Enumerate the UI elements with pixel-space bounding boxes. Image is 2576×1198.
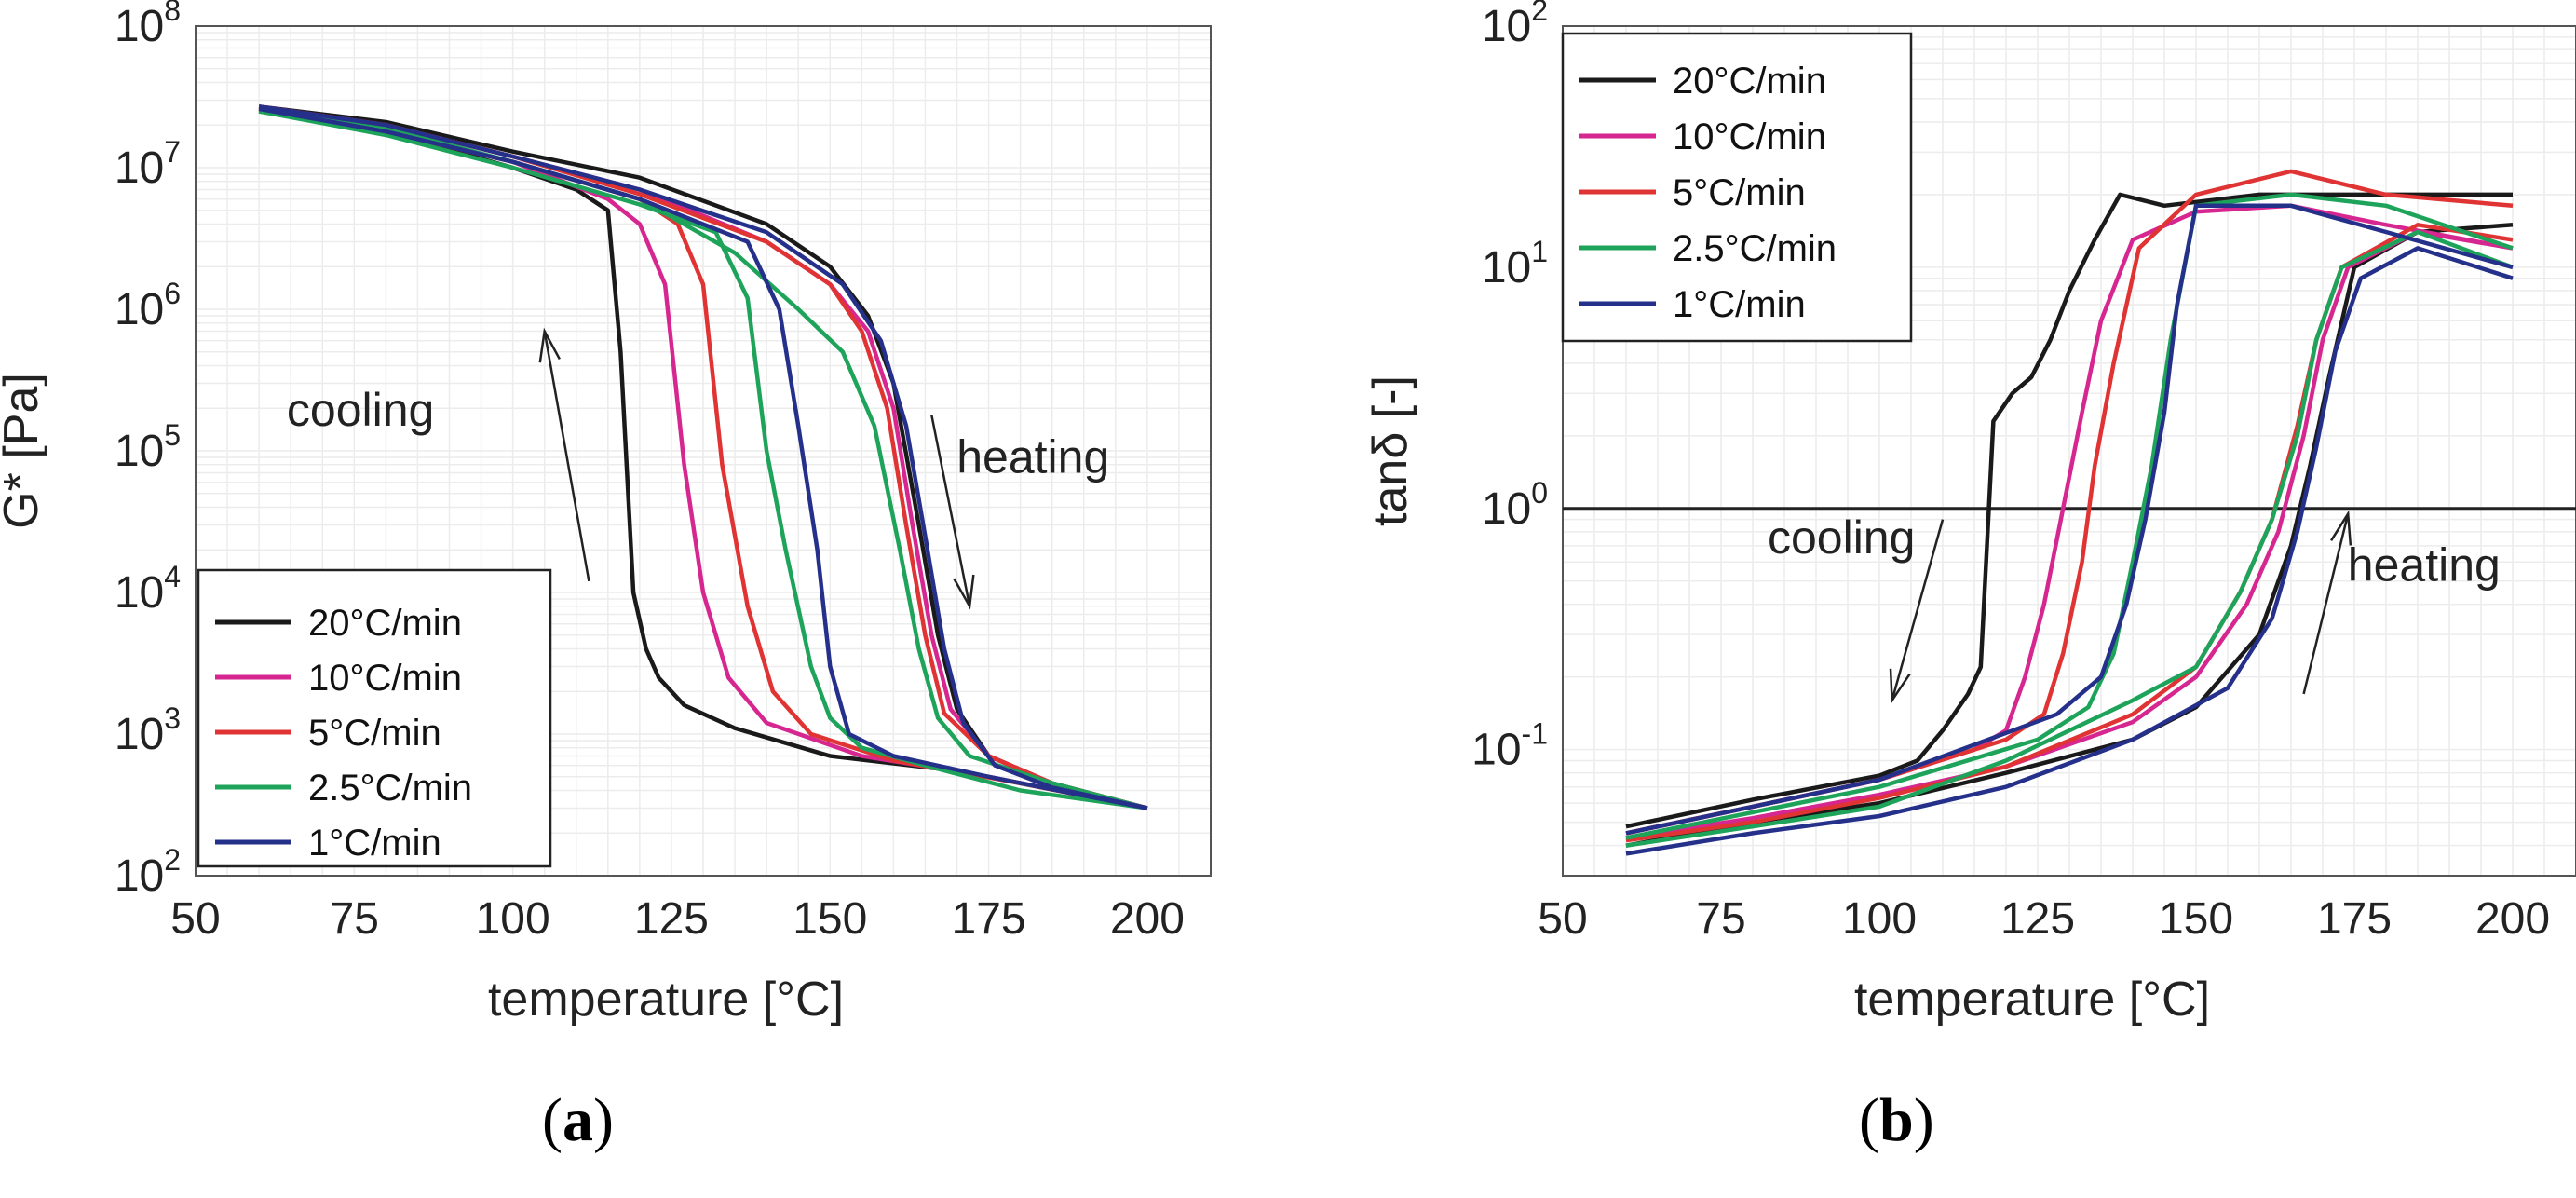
- panel-a-legend-box: [197, 568, 552, 868]
- panel-b-annotation-cooling-arrowhead: [1889, 668, 1911, 704]
- panel-a-x-tick-label: 100: [476, 894, 550, 944]
- panel-a-x-tick-label: 75: [330, 894, 379, 944]
- panel-b-x-tick-label: 50: [1538, 894, 1587, 944]
- panel-b-y-tick-label: 101: [1482, 235, 1548, 293]
- panel-b-x-tick-label: 200: [2475, 894, 2550, 944]
- panel-b-plot-frame: [1562, 25, 2576, 877]
- panel-a-series-1-c-min-heating-line: [258, 104, 1148, 810]
- panel-b-legend: 20°C/min 10°C/min 5°C/min 2.5°C/min 1°C/min: [1561, 32, 1913, 343]
- panel-b-x-tick-label: 125: [2000, 894, 2075, 944]
- panel-a-y-tick-label: 102: [115, 843, 181, 901]
- panel-b-legend-label-10-c-min: 10°C/min: [1673, 116, 1826, 157]
- panel-b-series-2-5-c-min-cooling-line: [1625, 192, 2514, 840]
- panel-b-annotation-heating-arrow: [2302, 513, 2350, 695]
- panel-b-legend-label-1-c-min: 1°C/min: [1673, 284, 1806, 325]
- panel-b-annotation-heating: heating: [2348, 539, 2501, 592]
- panel-a-y-tick-label: 107: [115, 135, 181, 193]
- panel-b-x-tick-label: 100: [1842, 894, 1917, 944]
- panel-a-annotation-cooling-arrow: [543, 331, 590, 582]
- panel-a-annotation-cooling-arrowhead: [538, 327, 561, 363]
- panel-a-annotation-heating-arrowhead: [953, 574, 975, 610]
- panel-b-series-1-c-min-heating-line: [1625, 246, 2514, 856]
- panel-a-x-tick-label: 175: [952, 894, 1026, 944]
- panel-a-legend-label-10-c-min: 10°C/min: [308, 658, 462, 699]
- panel-label-b: (b): [1859, 1086, 1934, 1154]
- panel-a-x-tick-label: 50: [170, 894, 220, 944]
- panel-b-series-10-c-min-heating-line: [1625, 229, 2514, 840]
- panel-a-series-1-c-min-cooling-line: [258, 106, 1148, 810]
- panel-a-annotation-cooling: cooling: [287, 384, 434, 436]
- panel-b-x-tick-label: 75: [1696, 894, 1745, 944]
- panel-b-x-tick-label: 175: [2317, 894, 2392, 944]
- panel-a-annotation-heating: heating: [956, 431, 1109, 483]
- panel-b-y-tick-label: 100: [1482, 476, 1548, 534]
- panel-b-legend-label-2-5-c-min: 2.5°C/min: [1673, 228, 1837, 269]
- panel-a-x-tick-label: 200: [1110, 894, 1185, 944]
- panel-b-legend-box: [1561, 32, 1913, 343]
- panel-b-y-tick-label: 102: [1482, 0, 1548, 51]
- panel-label-a-letter: a: [562, 1086, 593, 1154]
- panel-a-legend-label-1-c-min: 1°C/min: [308, 823, 441, 864]
- panel-a-x-tick-label: 150: [793, 894, 867, 944]
- panel-a-series-group: [258, 104, 1148, 810]
- panel-a-x-tick-label: 125: [634, 894, 709, 944]
- panel-a-legend-label-2-5-c-min: 2.5°C/min: [308, 768, 472, 809]
- panel-a-x-axis-label: temperature [°C]: [488, 973, 844, 1027]
- panel-a-legend-label-5-c-min: 5°C/min: [308, 713, 441, 754]
- panel-b-legend-label-5-c-min: 5°C/min: [1673, 172, 1806, 213]
- panel-label-b-letter: b: [1878, 1086, 1914, 1154]
- panel-a-y-tick-label: 105: [115, 418, 181, 476]
- panel-b-chart: 50 75 100 125 150 175 200 10-1 100 101 102 temperat…: [1363, 0, 2576, 1027]
- panel-a-legend-label-20-c-min: 20°C/min: [308, 603, 462, 644]
- panel-b-annotation-cooling-arrow: [1891, 519, 1945, 701]
- panel-b-annotation-heating-arrowhead: [2330, 510, 2352, 546]
- panel-a-y-axis-label: G* [Pa]: [0, 373, 48, 529]
- panel-a-y-tick-label: 106: [115, 277, 181, 334]
- panel-a-y-tick-label: 103: [115, 701, 181, 759]
- panel-a-legend: 20°C/min 10°C/min 5°C/min 2.5°C/min 1°C/min: [197, 568, 552, 868]
- panel-a-annotation-heating-arrow: [930, 414, 971, 606]
- panel-b-series-group: [1625, 169, 2514, 856]
- panel-a-plot-frame: [195, 25, 1212, 877]
- panel-b-x-axis-label: temperature [°C]: [1854, 973, 2210, 1027]
- panel-b-y-axis-label: tanδ [-]: [1363, 375, 1417, 526]
- panel-label-a: (a): [542, 1086, 614, 1154]
- panel-b-series-1-c-min-cooling-line: [1625, 203, 2514, 836]
- panel-b-x-tick-label: 150: [2159, 894, 2233, 944]
- panel-b-series-2-5-c-min-heating-line: [1625, 229, 2514, 848]
- panel-b-annotation-cooling: cooling: [1768, 511, 1915, 564]
- panel-a-chart: 50 75 100 125 150 175 200 102 103 104 105 106 107 108…: [0, 0, 1212, 1027]
- panel-a-y-tick-label: 104: [115, 560, 181, 618]
- panel-b-y-tick-label: 10-1: [1471, 717, 1548, 775]
- panel-a-y-tick-label: 108: [115, 0, 181, 51]
- panel-b-legend-label-20-c-min: 20°C/min: [1673, 61, 1826, 102]
- panel-b-series-20-c-min-cooling-line: [1625, 192, 2513, 829]
